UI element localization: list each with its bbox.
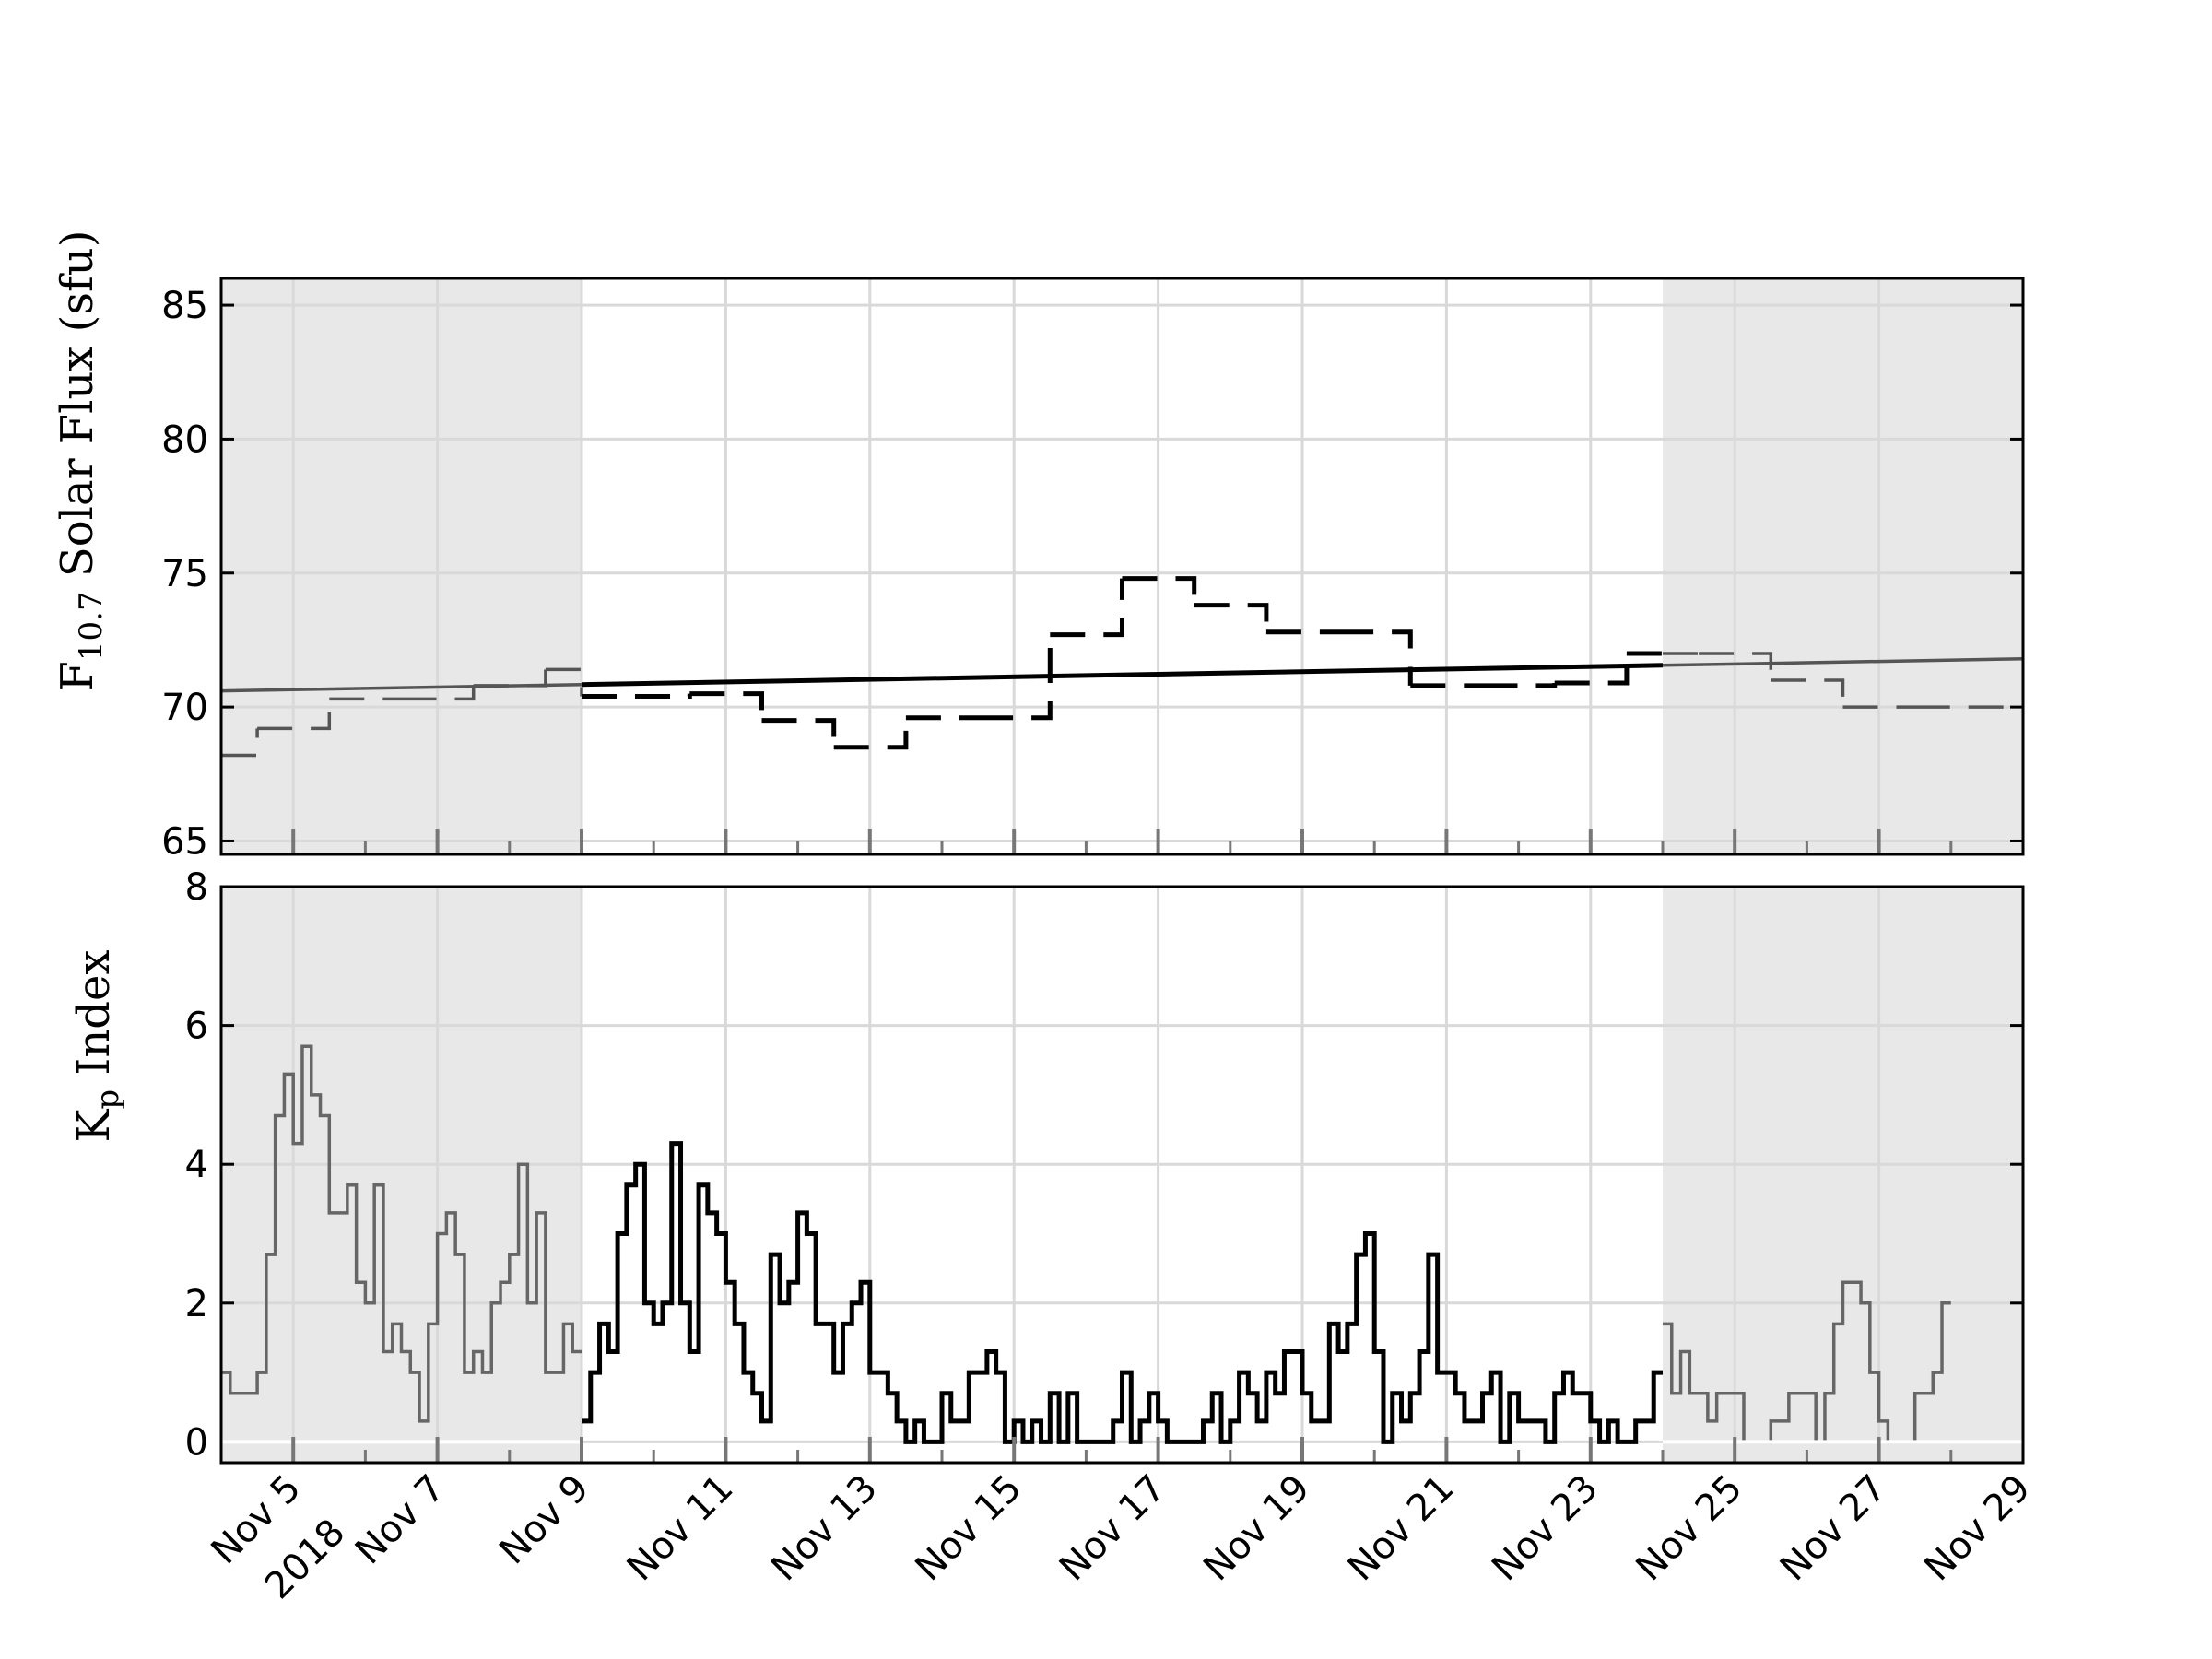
flux-axes-frame (219, 276, 2025, 856)
xtick-label: Nov 15 (908, 1467, 1030, 1590)
flux-forecast-dashed-series (582, 576, 1663, 750)
xtick-label: Nov 11 (619, 1467, 742, 1590)
flux-forecast-dashed-series (1663, 652, 2023, 709)
xtick-label: Nov 25 (1629, 1467, 1751, 1590)
xtick-label: Nov 29 (1916, 1467, 2039, 1590)
xtick-label: Nov 21 (1340, 1467, 1463, 1590)
flux-ytick-label: 85 (161, 285, 208, 327)
kp-y-axis-title: Kp Index (68, 950, 126, 1143)
flux-ytick-label: 70 (161, 687, 208, 729)
xtick-label: Nov 7 (347, 1467, 453, 1573)
kp-ytick-label: 2 (185, 1283, 208, 1325)
flux-shaded-region-1 (1663, 278, 2023, 854)
xtick-label: Nov 23 (1484, 1467, 1606, 1590)
kp-kp-step-series (582, 1141, 1663, 1444)
kp-shaded-region-0 (221, 887, 582, 1463)
flux-ytick-label: 65 (161, 820, 208, 863)
xtick-label: Nov 13 (763, 1467, 886, 1590)
kp-axes-frame (219, 885, 2025, 1465)
kp-shaded-region-1 (1663, 887, 2023, 1463)
xtick-label: Nov 19 (1195, 1467, 1318, 1590)
flux-y-axis-title: F10.7 Solar Flux (sfu) (52, 230, 110, 692)
flux-ytick-label: 75 (161, 553, 208, 595)
kp-ytick-label: 4 (185, 1144, 208, 1186)
kp-ytick-label: 6 (185, 1006, 208, 1048)
xtick-label: Nov 9 (491, 1467, 597, 1573)
flux-ytick-label: 80 (161, 418, 208, 461)
kp-ytick-label: 8 (185, 866, 208, 909)
flux-forecast-dashed-series (221, 667, 583, 758)
solar-flux-panel: 65 70 75 80 85 (161, 276, 2025, 863)
xtick-label: Nov 17 (1052, 1467, 1174, 1590)
flux-shaded-region-0 (221, 278, 582, 854)
flux-trend-line (581, 663, 1664, 688)
kp-ytick-label: 0 (185, 1421, 208, 1464)
flux-trend-line (220, 682, 582, 693)
flux-trend-line (1662, 657, 2024, 667)
xtick-label: Nov 27 (1772, 1467, 1895, 1590)
kp-kp-step-series (221, 1044, 582, 1423)
